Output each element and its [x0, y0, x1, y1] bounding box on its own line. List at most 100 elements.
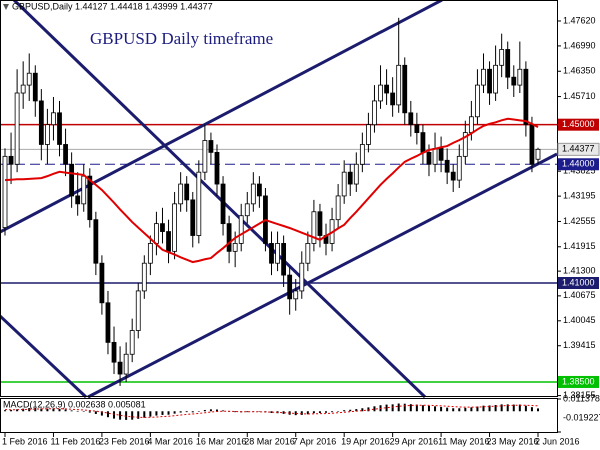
macd-bar: [155, 411, 158, 416]
level-label: 1.45000: [562, 119, 595, 129]
macd-bar: [40, 408, 43, 412]
macd-bar: [530, 407, 533, 412]
candle-body: [402, 64, 408, 114]
candle-body: [493, 64, 499, 94]
macd-bar: [294, 411, 297, 416]
trend-line: [0, 314, 88, 399]
candle-body: [141, 262, 147, 292]
y-tick-label: 1.42555: [563, 216, 596, 226]
candle-body: [426, 151, 432, 165]
candle-body: [396, 64, 402, 106]
candle-body: [341, 171, 347, 197]
macd-panel-border: [0, 398, 558, 433]
candle-body: [438, 148, 444, 161]
chart-title: GBPUSD Daily timeframe: [90, 29, 273, 48]
y-tick-label: 1.43195: [563, 191, 596, 201]
candle-body: [305, 243, 311, 264]
macd-bar: [246, 411, 249, 413]
macd-bar: [234, 411, 237, 413]
macd-bar: [179, 411, 182, 413]
macd-bar: [143, 411, 146, 418]
macd-bar: [58, 408, 61, 412]
candle-body: [20, 84, 26, 94]
macd-bar: [131, 411, 134, 420]
macd-bar: [464, 407, 467, 412]
candle-body: [475, 84, 480, 118]
candle-body: [378, 84, 383, 102]
candle-body: [178, 183, 184, 205]
candle-body: [196, 171, 202, 236]
trend-line: [12, 0, 427, 399]
current-price-box: [557, 142, 600, 156]
macd-bar: [300, 411, 303, 415]
candle-body: [275, 243, 280, 264]
level-label: 1.44000: [562, 159, 595, 169]
y-tick-label: 0.011378: [563, 393, 600, 403]
candle-body: [517, 68, 523, 86]
macd-bar: [203, 409, 206, 412]
candle-body: [462, 132, 468, 157]
level-label: 1.41000: [562, 277, 595, 287]
candle-body: [32, 72, 38, 102]
candle-body: [190, 199, 196, 236]
candle-body: [166, 231, 171, 252]
candle-body: [414, 124, 420, 133]
candle-body: [535, 148, 541, 160]
macd-bar: [76, 411, 79, 412]
macd-bar: [343, 410, 346, 412]
x-tick-label: 4 Mar 2016: [147, 436, 193, 446]
candle-body: [256, 183, 262, 197]
macd-bar: [421, 405, 424, 412]
candle-body: [529, 124, 535, 165]
candle-body: [99, 262, 105, 304]
y-tick-label: 1.47620: [563, 15, 596, 25]
macd-bar: [440, 406, 443, 412]
macd-bar: [52, 408, 55, 412]
macd-bar: [46, 408, 49, 412]
candle-body: [505, 49, 511, 78]
macd-bar: [119, 411, 122, 420]
macd-bar: [282, 411, 285, 414]
macd-bar: [318, 411, 321, 413]
candle-body: [384, 84, 389, 94]
level-label-box: [558, 158, 599, 171]
macd-bar: [82, 411, 85, 412]
candle-body: [129, 330, 135, 355]
candle-body: [299, 262, 305, 292]
macd-bar: [312, 411, 315, 414]
macd-bar: [161, 411, 164, 415]
moving-average: [4, 117, 539, 264]
level-label-box: [558, 375, 599, 388]
macd-bar: [149, 411, 152, 417]
candle-body: [420, 132, 426, 153]
macd-bar: [100, 411, 103, 416]
candle-body: [111, 341, 117, 363]
candle-body: [44, 124, 50, 145]
macd-bar: [500, 404, 503, 412]
level-label-box: [558, 277, 599, 290]
x-tick-label: 23 May 2016: [487, 436, 539, 446]
candle-body: [123, 353, 129, 375]
macd-bar: [167, 411, 170, 415]
level-label-box: [558, 118, 599, 131]
x-tick-label: 11 Feb 2016: [50, 436, 100, 446]
macd-bar: [488, 405, 491, 412]
candle-body: [38, 100, 44, 145]
macd-bar: [185, 411, 188, 413]
candle-body: [160, 223, 165, 232]
candle-body: [75, 195, 81, 205]
macd-bar: [113, 411, 116, 419]
macd-bar: [137, 411, 140, 419]
candle-body: [14, 92, 20, 165]
macd-bar: [385, 404, 388, 412]
x-tick-label: 23 Feb 2016: [99, 436, 150, 446]
macd-bar: [409, 404, 412, 412]
candle-body: [317, 211, 323, 236]
y-tick-label: 1.40045: [563, 315, 596, 325]
macd-bar: [434, 406, 437, 412]
x-tick-label: 19 Apr 2016: [341, 436, 390, 446]
candle-body: [335, 195, 341, 221]
chart-header: GBPUSD,Daily 1.44127 1.44418 1.43999 1.4…: [12, 1, 213, 11]
macd-bar: [64, 409, 67, 412]
y-tick-label: -0.019227: [563, 412, 600, 422]
